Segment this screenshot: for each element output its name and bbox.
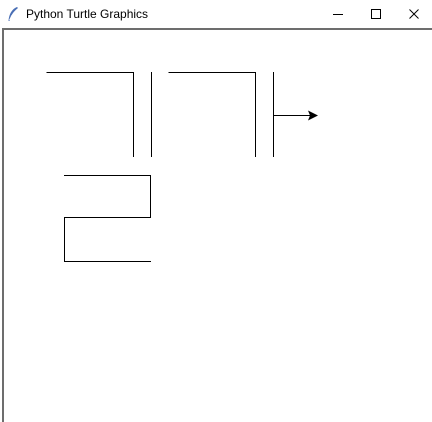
maximize-icon [371, 9, 381, 19]
close-icon [409, 9, 419, 19]
window-title: Python Turtle Graphics [26, 7, 149, 21]
title-bar[interactable]: Python Turtle Graphics [0, 0, 432, 28]
stroke-path [64, 175, 151, 262]
maximize-button[interactable] [356, 0, 396, 28]
stroke-path [168, 72, 256, 157]
stroke-path [46, 72, 134, 157]
turtle-canvas[interactable] [2, 28, 432, 422]
minimize-button[interactable] [318, 0, 358, 28]
minimize-icon [333, 14, 343, 15]
close-button[interactable] [394, 0, 432, 28]
turtle-arrow-icon [308, 110, 318, 121]
feather-icon [8, 7, 18, 21]
